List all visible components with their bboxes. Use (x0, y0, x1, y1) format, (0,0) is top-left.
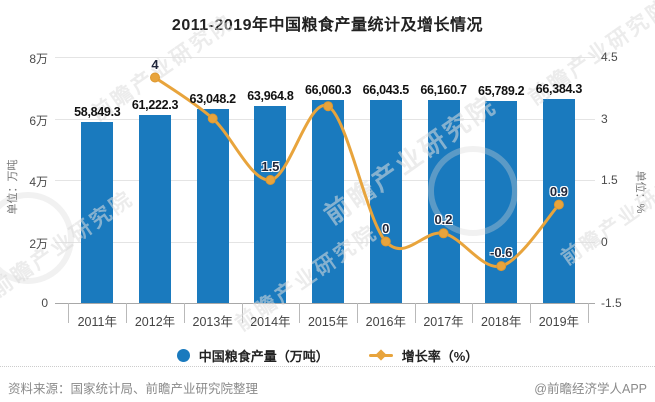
grain-production-bar (485, 100, 518, 303)
legend-label-production: 中国粮食产量（万吨） (198, 349, 329, 364)
legend-item-production: 中国粮食产量（万吨） (176, 346, 329, 365)
x-axis-label: 2011年 (77, 315, 117, 329)
x-axis-label: 2013年 (192, 315, 233, 329)
line-value-label: 0.9 (549, 183, 568, 199)
bar-value-label: 66,384.3 (535, 81, 583, 96)
right-axis-tick: -1.5 (601, 296, 622, 310)
x-axis-tick (68, 303, 70, 323)
grain-production-bar (427, 99, 460, 303)
grain-production-bar (542, 98, 575, 303)
x-axis-tick (241, 303, 243, 323)
diamond-marker-icon (375, 349, 387, 361)
x-axis-label: 2016年 (365, 315, 406, 329)
left-axis-tick: 2万 (29, 236, 48, 251)
growth-point-marker (150, 72, 160, 83)
legend-label-growth: 增长率（%） (401, 349, 479, 364)
grain-production-bar (254, 106, 287, 303)
bar-series-marker-icon (176, 349, 190, 362)
line-value-label: 0.2 (434, 212, 453, 228)
line-value-label: 4 (151, 56, 159, 72)
line-series-marker-icon (368, 349, 393, 361)
legend: 中国粮食产量（万吨） 增长率（%） (0, 346, 655, 365)
x-axis-tick (356, 303, 358, 323)
left-axis-tick: 8万 (29, 52, 48, 66)
brand-credit: @前瞻经济学人APP (534, 382, 647, 396)
x-axis-tick (126, 303, 128, 323)
line-value-label: 1.5 (261, 159, 280, 174)
grain-production-bar (312, 99, 345, 303)
grain-production-bar (81, 122, 114, 303)
right-axis-tick: 1.5 (601, 173, 618, 187)
bar-value-label: 58,849.3 (74, 105, 121, 120)
left-axis-tick: 6万 (29, 113, 48, 128)
right-axis-tick: 0 (601, 234, 608, 249)
data-source: 资料来源：国家统计局、前瞻产业研究院整理 (8, 382, 259, 396)
chart-title: 2011-2019年中国粮食产量统计及增长情况 (171, 17, 484, 34)
x-axis-label: 2018年 (481, 315, 522, 329)
x-axis-label: 2014年 (250, 315, 291, 329)
x-axis-line (55, 303, 595, 304)
x-axis-label: 2019年 (538, 315, 580, 329)
left-axis-unit-label: 单位：万吨 (7, 159, 19, 215)
grain-production-bar (369, 99, 402, 303)
x-axis-tick (183, 303, 185, 323)
footer-separator (0, 366, 655, 367)
right-axis-tick: 4.5 (601, 50, 618, 64)
left-axis-tick: 0 (41, 296, 48, 310)
x-axis-label: 2017年 (423, 315, 464, 329)
left-axis-tick: 4万 (29, 175, 48, 189)
x-axis-tick (472, 303, 474, 323)
right-axis-unit-label: 单位：% (634, 170, 646, 214)
line-value-label: -0.6 (489, 245, 513, 261)
x-axis-tick (414, 303, 416, 323)
gridline (55, 57, 595, 58)
x-axis-tick (299, 303, 301, 323)
right-axis-tick: 3 (601, 111, 608, 126)
legend-item-growth: 增长率（%） (368, 346, 479, 365)
line-value-label: 0 (382, 220, 390, 236)
grain-production-bar (196, 109, 229, 303)
x-axis-tick (587, 303, 589, 323)
x-axis-label: 2012年 (134, 315, 176, 329)
x-axis-label: 2015年 (307, 315, 349, 329)
grain-production-bar (139, 114, 171, 303)
x-axis-tick (530, 303, 532, 323)
